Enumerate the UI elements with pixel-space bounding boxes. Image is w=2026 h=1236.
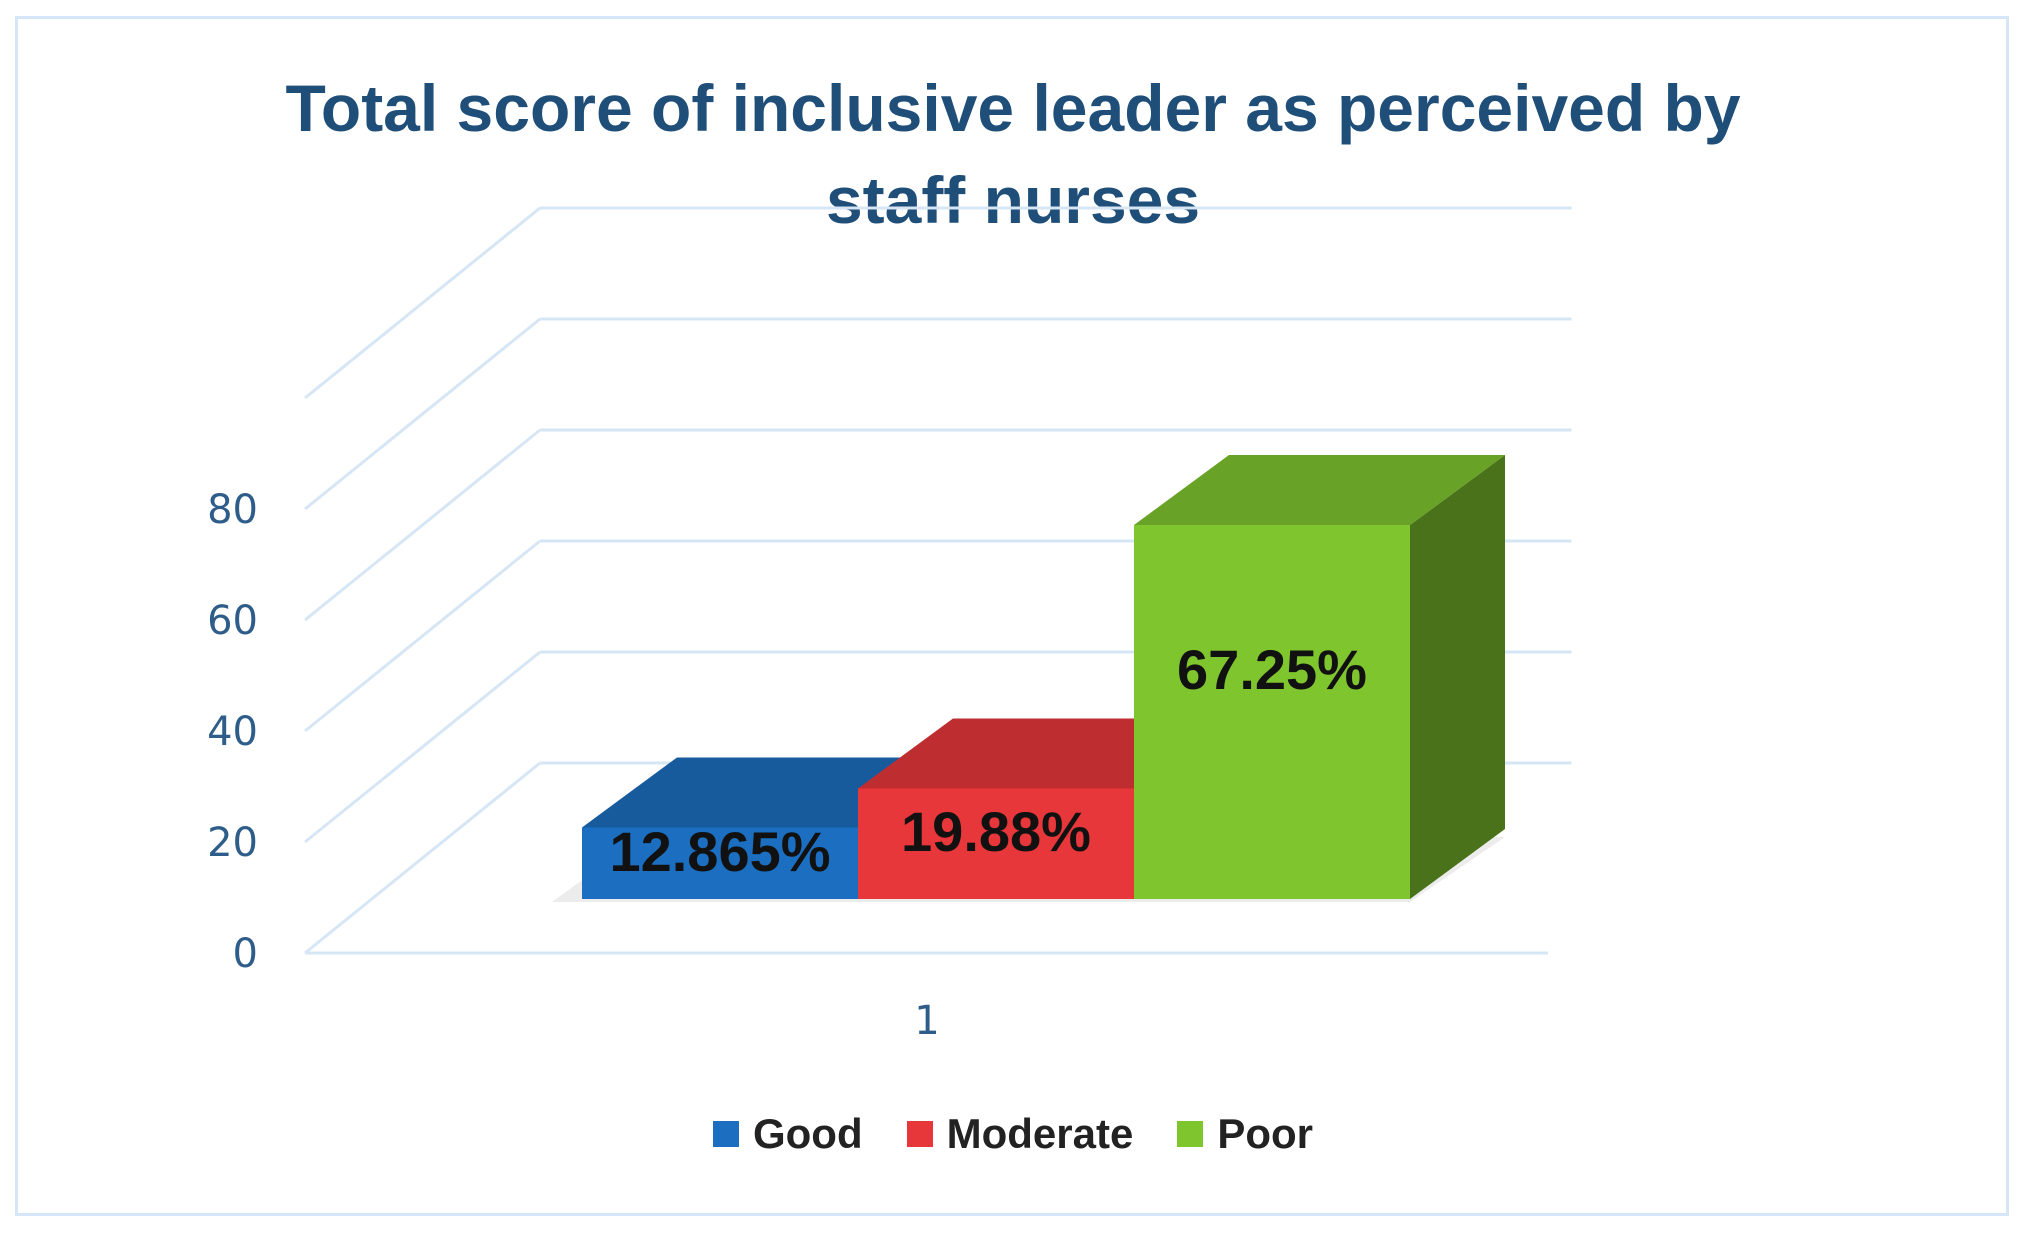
y-tick-label: 20 [207,820,258,866]
bar-poor [1134,455,1505,899]
bar-front [858,788,1134,899]
x-axis-tick-label: 1 [914,998,939,1044]
legend-item-moderate: Moderate [906,1110,1134,1158]
bar-side [1410,455,1505,899]
bar-top [1134,455,1505,525]
y-tick-label: 60 [207,598,258,644]
legend-swatch [712,1121,739,1147]
legend-swatch [1177,1121,1204,1147]
legend-label: Poor [1217,1110,1313,1157]
legend-item-good: Good [712,1110,863,1158]
data-label-good: 12.865% [609,820,830,883]
gridline [304,206,1572,400]
y-tick-label: 40 [207,709,258,755]
legend: Good Moderate Poor [0,1110,2026,1158]
gridline [304,317,1572,511]
y-tick-label: 80 [207,487,258,533]
legend-swatch [906,1121,933,1147]
bar-front [1134,525,1410,899]
y-axis-tick-labels: 0 20 40 60 80 [207,487,258,977]
chart-frame [15,16,2009,1216]
legend-label: Moderate [946,1110,1134,1157]
legend-item-poor: Poor [1177,1110,1313,1158]
data-label-moderate: 19.88% [901,800,1091,863]
gridline [304,428,1572,622]
chart-title-line-1: Total score of inclusive leader as perce… [285,71,1741,145]
chart-title: Total score of inclusive leader as perce… [0,62,2026,246]
data-labels: 12.865% 19.88% 67.25% [609,638,1367,883]
chart-title-line-2: staff nurses [825,163,1201,237]
gridlines [304,206,1572,955]
y-tick-label: 0 [233,931,258,977]
data-label-poor: 67.25% [1177,638,1367,701]
bar-front [582,827,858,899]
bars [552,455,1505,902]
legend-label: Good [752,1110,863,1157]
